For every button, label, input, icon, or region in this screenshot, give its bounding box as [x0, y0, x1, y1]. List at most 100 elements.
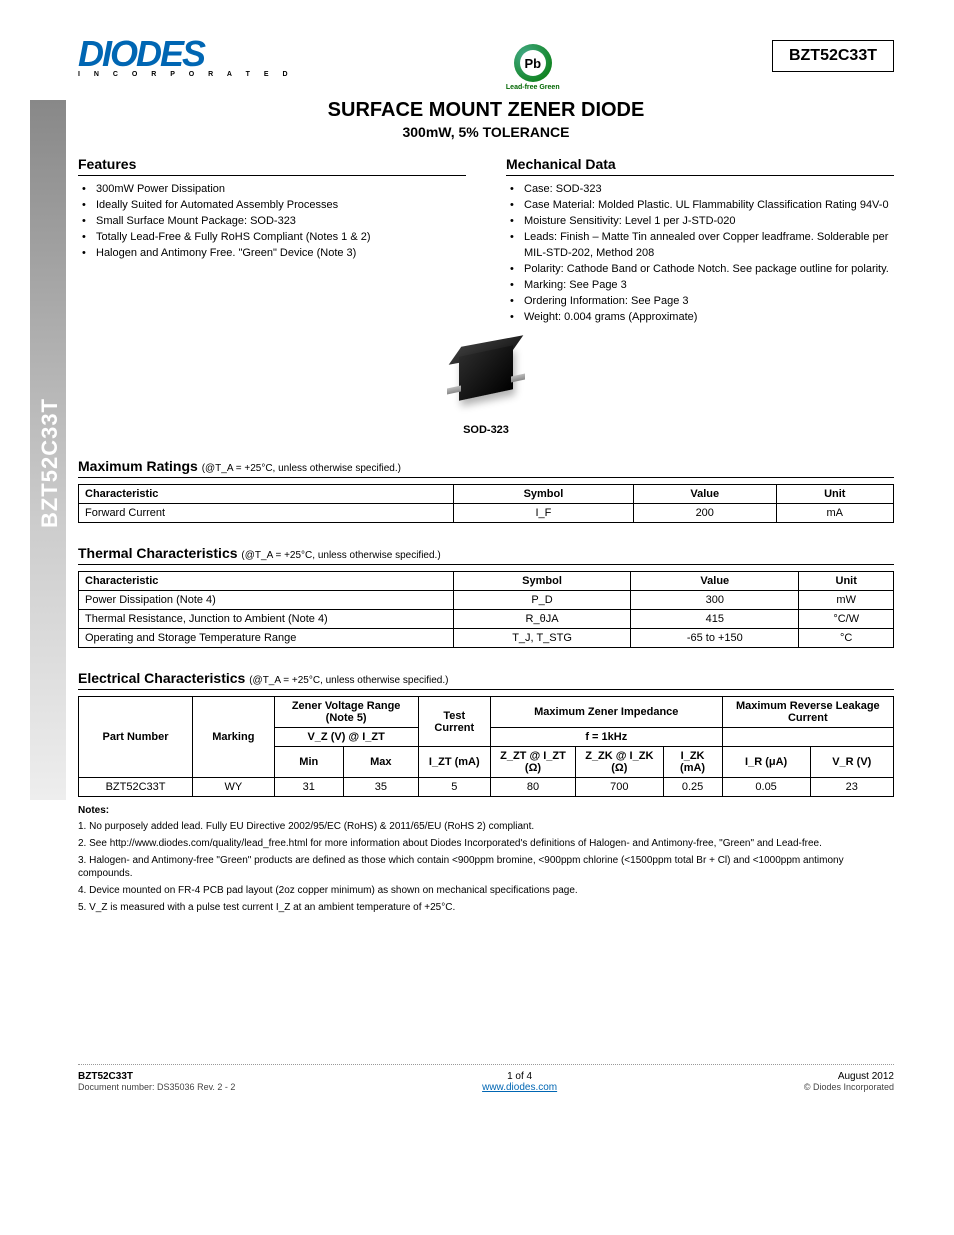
- note-item: 5. V_Z is measured with a pulse test cur…: [78, 901, 894, 914]
- col-unit: Unit: [799, 572, 894, 591]
- table-row: BZT52C33T WY 31 35 5 80 700 0.25 0.05 23: [79, 778, 894, 797]
- col-characteristic: Characteristic: [79, 485, 454, 504]
- page-footer: BZT52C33T Document number: DS35036 Rev. …: [78, 1064, 894, 1096]
- side-part-label: BZT52C33T: [37, 263, 63, 663]
- feature-item: Halogen and Antimony Free. "Green" Devic…: [82, 246, 466, 262]
- col-zener-imp: Maximum Zener Impedance: [490, 697, 722, 728]
- cell: Forward Current: [79, 504, 454, 523]
- footer-month: August 2012: [804, 1071, 894, 1082]
- note-item: 2. See http://www.diodes.com/quality/lea…: [78, 837, 894, 850]
- cell: 35: [343, 778, 418, 797]
- mech-item: Case: SOD-323: [510, 182, 894, 198]
- col-unit: Unit: [776, 485, 893, 504]
- cell: -65 to +150: [631, 629, 799, 648]
- mech-item: Weight: 0.004 grams (Approximate): [510, 310, 894, 326]
- cell: WY: [193, 778, 275, 797]
- cell: 0.05: [722, 778, 810, 797]
- feature-item: Small Surface Mount Package: SOD-323: [82, 214, 466, 230]
- note-item: 3. Halogen- and Antimony-free "Green" pr…: [78, 854, 894, 880]
- cell: 0.25: [663, 778, 722, 797]
- col-symbol: Symbol: [453, 572, 630, 591]
- col-characteristic: Characteristic: [79, 572, 454, 591]
- mechdata-list: Case: SOD-323 Case Material: Molded Plas…: [506, 182, 894, 325]
- electrical-title: Electrical Characteristics: [78, 670, 245, 686]
- col-vr: V_R (V): [810, 747, 893, 778]
- col-izt: I_ZT (mA): [418, 747, 490, 778]
- features-column: Features 300mW Power Dissipation Ideally…: [78, 156, 466, 325]
- col-vz-group: Zener Voltage Range (Note 5): [274, 697, 418, 728]
- cell: Thermal Resistance, Junction to Ambient …: [79, 610, 454, 629]
- col-zzk: Z_ZK @ I_ZK (Ω): [576, 747, 663, 778]
- pb-icon: Pb: [514, 44, 552, 82]
- pb-label: Lead-free Green: [506, 84, 560, 91]
- table-row: Thermal Resistance, Junction to Ambient …: [79, 610, 894, 629]
- features-heading: Features: [78, 156, 466, 176]
- col-zzt: Z_ZT @ I_ZT (Ω): [490, 747, 575, 778]
- note-item: 1. No purposely added lead. Fully EU Dir…: [78, 820, 894, 833]
- mech-item: Case Material: Molded Plastic. UL Flamma…: [510, 198, 894, 214]
- cell: 31: [274, 778, 343, 797]
- footer-copyright: © Diodes Incorporated: [804, 1082, 894, 1092]
- col-leakage: Maximum Reverse Leakage Current: [722, 697, 893, 728]
- mechdata-heading: Mechanical Data: [506, 156, 894, 176]
- col-value: Value: [633, 485, 776, 504]
- cell: T_J, T_STG: [453, 629, 630, 648]
- electrical-table: Part Number Marking Zener Voltage Range …: [78, 696, 894, 797]
- thermal-heading: Thermal Characteristics (@T_A = +25°C, u…: [78, 545, 894, 565]
- table-row: Forward Current I_F 200 mA: [79, 504, 894, 523]
- package-3d-icon: [441, 337, 531, 415]
- thermal-title: Thermal Characteristics: [78, 545, 238, 561]
- col-max: Max: [343, 747, 418, 778]
- footer-page: 1 of 4: [235, 1071, 803, 1082]
- features-list: 300mW Power Dissipation Ideally Suited f…: [78, 182, 466, 262]
- col-min: Min: [274, 747, 343, 778]
- cell: mA: [776, 504, 893, 523]
- cell: R_θJA: [453, 610, 630, 629]
- logo-subtext: I N C O R P O R A T E D: [78, 71, 294, 78]
- col-partno: Part Number: [79, 697, 193, 778]
- feature-item: Totally Lead-Free & Fully RoHS Compliant…: [82, 230, 466, 246]
- col-marking: Marking: [193, 697, 275, 778]
- col-test-current: Test Current: [418, 697, 490, 747]
- thermal-table: Characteristic Symbol Value Unit Power D…: [78, 571, 894, 648]
- cell: 415: [631, 610, 799, 629]
- mechdata-column: Mechanical Data Case: SOD-323 Case Mater…: [506, 156, 894, 325]
- mech-item: Ordering Information: See Page 3: [510, 294, 894, 310]
- mech-item: Leads: Finish – Matte Tin annealed over …: [510, 230, 894, 262]
- maxratings-table: Characteristic Symbol Value Unit Forward…: [78, 484, 894, 523]
- note-item: 4. Device mounted on FR-4 PCB pad layout…: [78, 884, 894, 897]
- maxratings-title: Maximum Ratings: [78, 458, 198, 474]
- sub-blank: [722, 728, 893, 747]
- mech-item: Marking: See Page 3: [510, 278, 894, 294]
- feature-item: Ideally Suited for Automated Assembly Pr…: [82, 198, 466, 214]
- electrical-cond: (@T_A = +25°C, unless otherwise specifie…: [249, 675, 448, 686]
- feature-item: 300mW Power Dissipation: [82, 182, 466, 198]
- col-symbol: Symbol: [453, 485, 633, 504]
- package-figure: SOD-323: [78, 337, 894, 436]
- cell: 23: [810, 778, 893, 797]
- company-logo: DIODES I N C O R P O R A T E D: [78, 40, 294, 78]
- document-title: SURFACE MOUNT ZENER DIODE 300mW, 5% TOLE…: [78, 99, 894, 140]
- cell: 80: [490, 778, 575, 797]
- cell: °C: [799, 629, 894, 648]
- table-row: Power Dissipation (Note 4) P_D 300 mW: [79, 591, 894, 610]
- electrical-heading: Electrical Characteristics (@T_A = +25°C…: [78, 670, 894, 690]
- package-caption: SOD-323: [78, 424, 894, 436]
- cell: °C/W: [799, 610, 894, 629]
- pb-symbol: Pb: [520, 50, 546, 76]
- cell: P_D: [453, 591, 630, 610]
- col-ir: I_R (μA): [722, 747, 810, 778]
- table-row: Operating and Storage Temperature Range …: [79, 629, 894, 648]
- title-line1: SURFACE MOUNT ZENER DIODE: [78, 99, 894, 122]
- cell: BZT52C33T: [79, 778, 193, 797]
- side-gradient-bar: BZT52C33T: [30, 100, 66, 800]
- cell: 200: [633, 504, 776, 523]
- thermal-cond: (@T_A = +25°C, unless otherwise specifie…: [241, 550, 440, 561]
- footer-ds: Document number: DS35036 Rev. 2 - 2: [78, 1082, 235, 1092]
- cell: I_F: [453, 504, 633, 523]
- notes-block: Notes: 1. No purposely added lead. Fully…: [78, 805, 894, 914]
- footer-url: www.diodes.com: [235, 1082, 803, 1093]
- cell: Operating and Storage Temperature Range: [79, 629, 454, 648]
- mech-item: Moisture Sensitivity: Level 1 per J-STD-…: [510, 214, 894, 230]
- part-number-box: BZT52C33T: [772, 40, 894, 72]
